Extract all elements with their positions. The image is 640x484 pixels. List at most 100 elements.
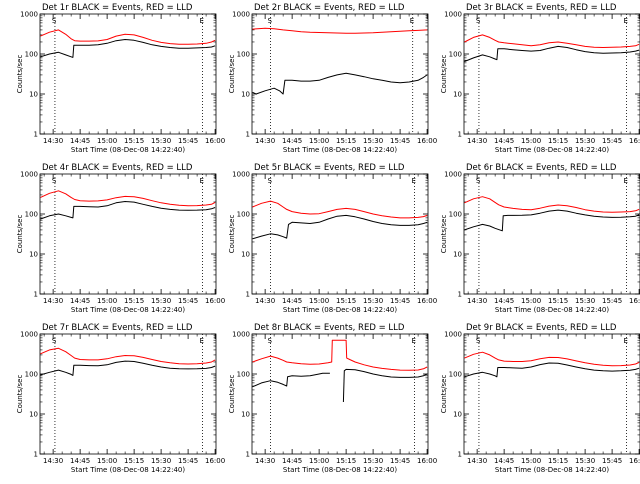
y-tick-label: 1 <box>458 451 462 459</box>
y-axis: 1 10 100 1000 <box>20 11 216 139</box>
y-axis: 1 10 100 1000 <box>232 171 428 299</box>
time-marker-label: E <box>624 177 628 185</box>
plot-frame <box>39 333 217 455</box>
x-tick-label: 15:15 <box>124 137 144 145</box>
x-tick-label: 15:30 <box>151 457 171 465</box>
y-tick-label: 100 <box>25 51 38 59</box>
plot-frame <box>463 173 640 295</box>
time-marker-label: S <box>52 177 57 185</box>
x-tick-label: 15:00 <box>521 297 541 305</box>
y-axis-label: Counts/sec <box>228 215 236 254</box>
time-marker-label: E <box>200 337 204 345</box>
x-tick-label: 16:00 <box>205 137 225 145</box>
x-tick-label: 15:45 <box>390 297 410 305</box>
x-tick-label: 14:30 <box>467 297 487 305</box>
plot-frame <box>251 333 429 455</box>
x-tick-label: 15:30 <box>151 297 171 305</box>
x-tick-label: 14:30 <box>255 457 275 465</box>
x-tick-label: 15:30 <box>363 297 383 305</box>
x-tick-label: 15:00 <box>521 457 541 465</box>
x-tick-label: 15:00 <box>309 457 329 465</box>
y-tick-label: 100 <box>449 51 462 59</box>
x-tick-label: 16:00 <box>629 457 640 465</box>
y-tick-label: 10 <box>453 411 462 419</box>
events-series-line <box>40 39 216 58</box>
detector-panel-9: Det 9r BLACK = Events, RED = LLD 1 10 100 10… <box>440 323 640 474</box>
x-tick-label: 15:15 <box>548 297 568 305</box>
x-tick-label: 15:45 <box>178 137 198 145</box>
x-axis-label: Start Time (08-Dec-08 14:22:40) <box>283 466 397 474</box>
panel-title: Det 5r BLACK = Events, RED = LLD <box>254 163 405 173</box>
y-tick-label: 10 <box>241 251 250 259</box>
x-axis-label: Start Time (08-Dec-08 14:22:40) <box>495 466 609 474</box>
x-tick-label: 15:45 <box>390 457 410 465</box>
detector-panel-7: Det 7r BLACK = Events, RED = LLD 1 10 100 10… <box>16 323 225 474</box>
y-axis-label: Counts/sec <box>16 55 24 94</box>
x-axis: 14:30 14:45 15:00 15:15 15:30 15:45 16:00 <box>43 334 225 465</box>
x-tick-label: 15:00 <box>309 297 329 305</box>
detector-panel-4: Det 4r BLACK = Events, RED = LLD 1 10 100 10… <box>16 163 225 314</box>
x-axis: 14:30 14:45 15:00 15:15 15:30 15:45 16:00 <box>255 14 437 145</box>
x-axis: 14:30 14:45 15:00 15:15 15:30 15:45 16:00 <box>43 14 225 145</box>
x-tick-label: 15:45 <box>390 137 410 145</box>
x-tick-label: 16:00 <box>417 137 437 145</box>
time-marker-label: S <box>268 17 273 25</box>
y-tick-label: 1 <box>246 131 250 139</box>
x-tick-label: 15:30 <box>575 137 595 145</box>
panel-title: Det 1r BLACK = Events, RED = LLD <box>42 3 193 13</box>
lld-series-line <box>40 190 216 207</box>
x-tick-label: 15:30 <box>575 297 595 305</box>
x-tick-label: 15:30 <box>575 457 595 465</box>
y-tick-label: 1000 <box>232 11 250 19</box>
x-tick-label: 15:00 <box>97 297 117 305</box>
x-tick-label: 15:00 <box>97 137 117 145</box>
time-marker-label: E <box>624 337 628 345</box>
detector-panel-2: Det 2r BLACK = Events, RED = LLD 1 10 100 10… <box>228 3 437 154</box>
y-axis-label: Counts/sec <box>228 375 236 414</box>
events-series-line <box>40 360 216 376</box>
time-marker-label: E <box>412 337 416 345</box>
x-axis: 14:30 14:45 15:00 15:15 15:30 15:45 16:00 <box>467 334 640 465</box>
x-axis: 14:30 14:45 15:00 15:15 15:30 15:45 16:00 <box>467 14 640 145</box>
x-tick-label: 14:45 <box>70 137 90 145</box>
x-axis: 14:30 14:45 15:00 15:15 15:30 15:45 16:00 <box>255 174 437 305</box>
y-tick-label: 1000 <box>20 331 38 339</box>
panel-title: Det 4r BLACK = Events, RED = LLD <box>42 163 193 173</box>
lld-series-line <box>40 29 216 45</box>
y-tick-label: 1000 <box>444 331 462 339</box>
x-tick-label: 14:45 <box>70 297 90 305</box>
events-series-line <box>252 368 428 403</box>
y-axis-label: Counts/sec <box>228 55 236 94</box>
x-tick-label: 14:45 <box>282 297 302 305</box>
x-tick-label: 15:15 <box>124 457 144 465</box>
x-axis-label: Start Time (08-Dec-08 14:22:40) <box>283 306 397 314</box>
x-tick-label: 14:45 <box>494 457 514 465</box>
y-tick-label: 1 <box>246 451 250 459</box>
y-tick-label: 10 <box>453 91 462 99</box>
time-marker-label: E <box>200 177 204 185</box>
x-tick-label: 15:00 <box>97 457 117 465</box>
panel-title: Det 7r BLACK = Events, RED = LLD <box>42 323 193 333</box>
time-marker-label: S <box>476 177 481 185</box>
panel-title: Det 3r BLACK = Events, RED = LLD <box>466 3 617 13</box>
time-marker-label: E <box>412 177 416 185</box>
events-series-line <box>252 72 428 95</box>
x-axis: 14:30 14:45 15:00 15:15 15:30 15:45 16:00 <box>43 174 225 305</box>
panel-title: Det 2r BLACK = Events, RED = LLD <box>254 3 405 13</box>
y-tick-label: 1000 <box>232 171 250 179</box>
x-tick-label: 15:00 <box>521 137 541 145</box>
y-tick-label: 100 <box>449 211 462 219</box>
y-tick-label: 1 <box>458 131 462 139</box>
plot-frame <box>463 333 640 455</box>
plot-frame <box>39 13 217 135</box>
events-series-line <box>40 201 216 220</box>
time-marker-label: S <box>476 337 481 345</box>
x-tick-label: 14:30 <box>43 137 63 145</box>
y-tick-label: 1000 <box>20 11 38 19</box>
time-marker-label: E <box>200 17 204 25</box>
x-tick-label: 15:30 <box>151 137 171 145</box>
lld-series-line <box>40 347 216 365</box>
y-tick-label: 10 <box>29 411 38 419</box>
x-tick-label: 15:15 <box>548 137 568 145</box>
events-series-line <box>464 362 640 378</box>
